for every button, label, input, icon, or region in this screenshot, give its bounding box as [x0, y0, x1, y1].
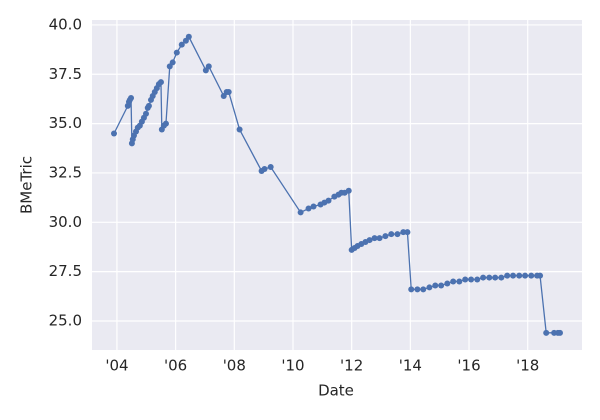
point: [111, 130, 118, 137]
y-axis-label: BMeTric: [18, 156, 36, 214]
point: [157, 79, 164, 86]
point: [382, 233, 389, 240]
point: [142, 110, 149, 117]
point: [516, 272, 523, 279]
point: [486, 274, 493, 281]
x-tick-label: '04: [105, 357, 128, 375]
point: [178, 41, 185, 48]
point: [468, 276, 475, 283]
point: [522, 272, 529, 279]
y-tick-label: 37.5: [49, 65, 82, 83]
point: [236, 126, 243, 133]
point: [185, 33, 192, 40]
point: [537, 272, 544, 279]
y-tick-label: 27.5: [49, 262, 82, 280]
x-tick-label: '16: [457, 357, 480, 375]
point: [480, 274, 487, 281]
point: [510, 272, 517, 279]
x-axis-label: Date: [318, 382, 354, 400]
point: [162, 120, 169, 127]
x-tick-label: '12: [340, 357, 363, 375]
x-tick-label: '18: [516, 357, 539, 375]
point: [394, 231, 401, 238]
plot-area: [92, 20, 582, 350]
point: [444, 280, 451, 287]
point: [404, 229, 411, 236]
point: [492, 274, 499, 281]
y-tick-label: 25.0: [49, 311, 82, 329]
point: [371, 235, 378, 242]
point: [376, 235, 383, 242]
point: [408, 286, 415, 293]
point: [498, 274, 505, 281]
point: [310, 203, 317, 210]
x-tick-label: '14: [399, 357, 422, 375]
point: [173, 49, 180, 56]
point: [205, 63, 212, 70]
x-tick-label: '06: [164, 357, 187, 375]
point: [462, 276, 469, 283]
point: [438, 282, 445, 289]
point: [400, 229, 407, 236]
x-tick-label: '08: [223, 357, 246, 375]
y-tick-label: 35.0: [49, 114, 82, 132]
y-tick-label: 40.0: [49, 15, 82, 33]
point: [504, 272, 511, 279]
point: [556, 329, 563, 336]
point: [305, 205, 312, 212]
y-tick-label: 30.0: [49, 213, 82, 231]
point: [426, 284, 433, 291]
point: [297, 209, 304, 216]
point: [267, 164, 274, 171]
point: [345, 187, 352, 194]
point: [528, 272, 535, 279]
point: [145, 102, 152, 109]
point: [432, 282, 439, 289]
y-tick-label: 32.5: [49, 163, 82, 181]
point: [225, 89, 232, 96]
point: [543, 329, 550, 336]
point: [388, 231, 395, 238]
x-tick-label: '10: [281, 357, 304, 375]
point: [261, 166, 268, 173]
point: [414, 286, 421, 293]
point: [450, 278, 457, 285]
point: [474, 276, 481, 283]
point: [128, 94, 135, 101]
point: [366, 237, 373, 244]
point: [169, 59, 176, 66]
point: [456, 278, 463, 285]
point: [420, 286, 427, 293]
point: [325, 197, 332, 204]
